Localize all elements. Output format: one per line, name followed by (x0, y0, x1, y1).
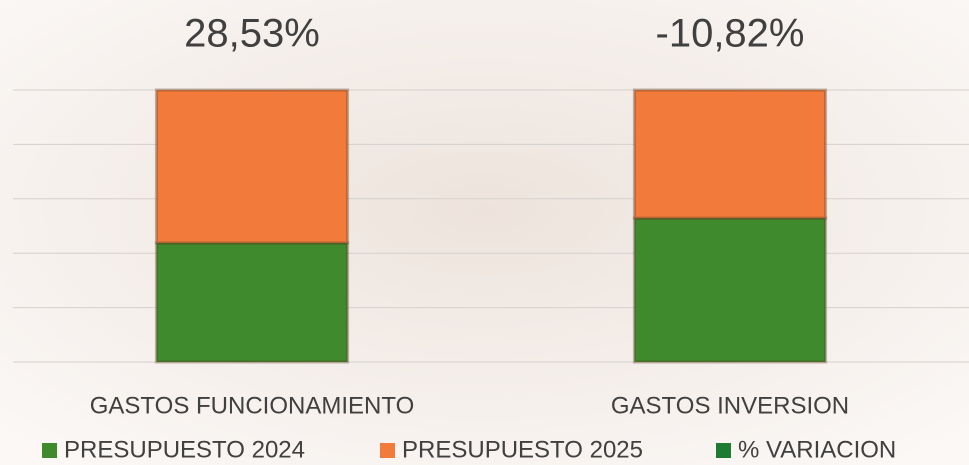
bar-segment (156, 90, 347, 243)
legend-marker (42, 443, 57, 458)
bar-segment (634, 90, 825, 218)
legend-label: % VARIACION (738, 436, 896, 463)
data-label: 28,53% (184, 12, 320, 56)
x-tick-label: GASTOS FUNCIONAMIENTO (90, 392, 414, 419)
legend-label: PRESUPUESTO 2024 (64, 436, 305, 463)
legend-marker (716, 443, 731, 458)
data-label: -10,82% (656, 12, 805, 56)
chart: GASTOS FUNCIONAMIENTO 28,53% GASTOS INVERS… (0, 0, 969, 465)
legend-marker (380, 443, 395, 458)
bar-segment (634, 218, 825, 362)
legend-label: PRESUPUESTO 2025 (402, 436, 643, 463)
x-tick-label: GASTOS INVERSION (611, 392, 849, 419)
bar-segment (156, 243, 347, 362)
